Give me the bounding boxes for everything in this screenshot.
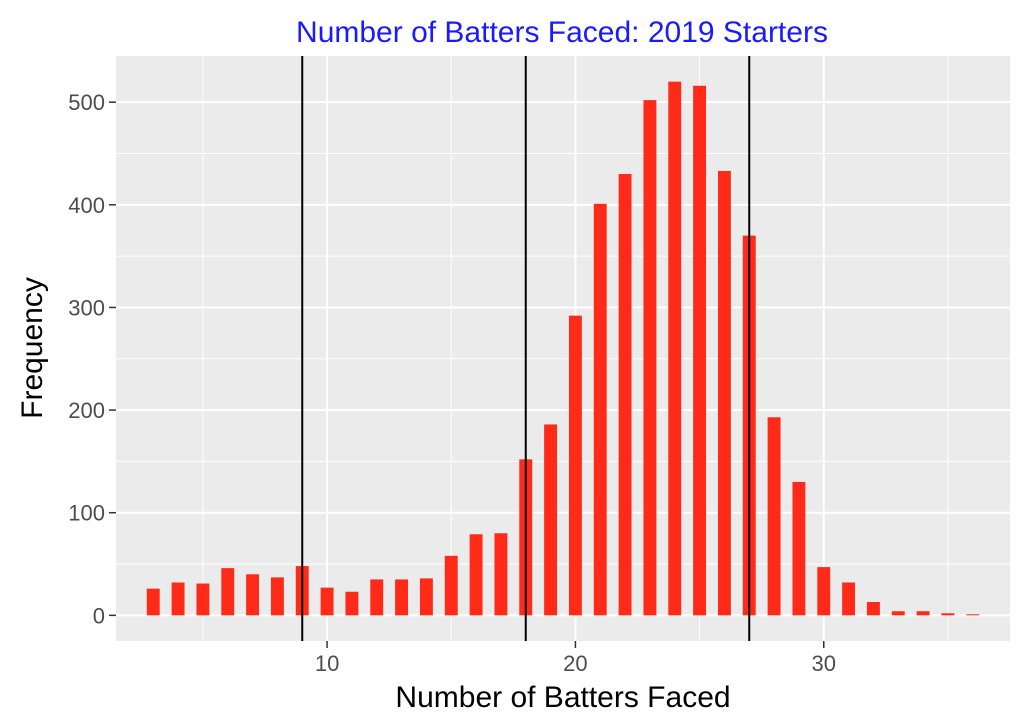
bar — [469, 534, 483, 616]
bar — [395, 579, 409, 616]
bars — [146, 81, 980, 616]
axis-ticks: 0 100 200 300 400 500 10 20 30 — [68, 90, 836, 676]
reference-lines — [301, 56, 751, 641]
y-tick-label: 500 — [68, 90, 105, 115]
plot-panel — [116, 56, 1010, 641]
bar — [693, 85, 707, 616]
bar — [196, 583, 210, 616]
bar — [146, 588, 160, 616]
bar — [767, 417, 781, 616]
bar — [568, 315, 582, 616]
bar — [246, 574, 260, 616]
x-tick-label: 10 — [315, 651, 339, 676]
y-tick-label: 0 — [93, 603, 105, 628]
bar — [593, 203, 607, 616]
y-tick-label: 400 — [68, 193, 105, 218]
y-tick-label: 200 — [68, 398, 105, 423]
bar — [792, 481, 806, 616]
bar — [444, 555, 458, 616]
bar — [668, 81, 682, 616]
bar — [320, 587, 334, 616]
x-tick-label: 20 — [563, 651, 587, 676]
bar — [966, 614, 980, 616]
bar — [419, 578, 433, 616]
chart-title: Number of Batters Faced: 2019 Starters — [296, 16, 828, 49]
bar — [544, 424, 558, 616]
bar — [270, 577, 284, 616]
y-axis-title: Frequency — [16, 277, 49, 419]
bar — [370, 579, 384, 616]
y-tick-label: 100 — [68, 501, 105, 526]
bar — [221, 568, 235, 616]
x-tick-label: 30 — [812, 651, 836, 676]
bar — [345, 591, 359, 616]
y-tick-label: 300 — [68, 295, 105, 320]
bar — [618, 174, 632, 616]
bar — [842, 582, 856, 616]
bar — [717, 170, 731, 616]
bar — [494, 533, 508, 616]
bar — [891, 611, 905, 616]
bar — [171, 582, 185, 616]
bar — [941, 613, 955, 616]
bar — [643, 100, 657, 616]
bar — [916, 611, 930, 616]
bar — [817, 567, 831, 616]
x-axis-title: Number of Batters Faced — [395, 681, 730, 714]
bar — [866, 602, 880, 616]
